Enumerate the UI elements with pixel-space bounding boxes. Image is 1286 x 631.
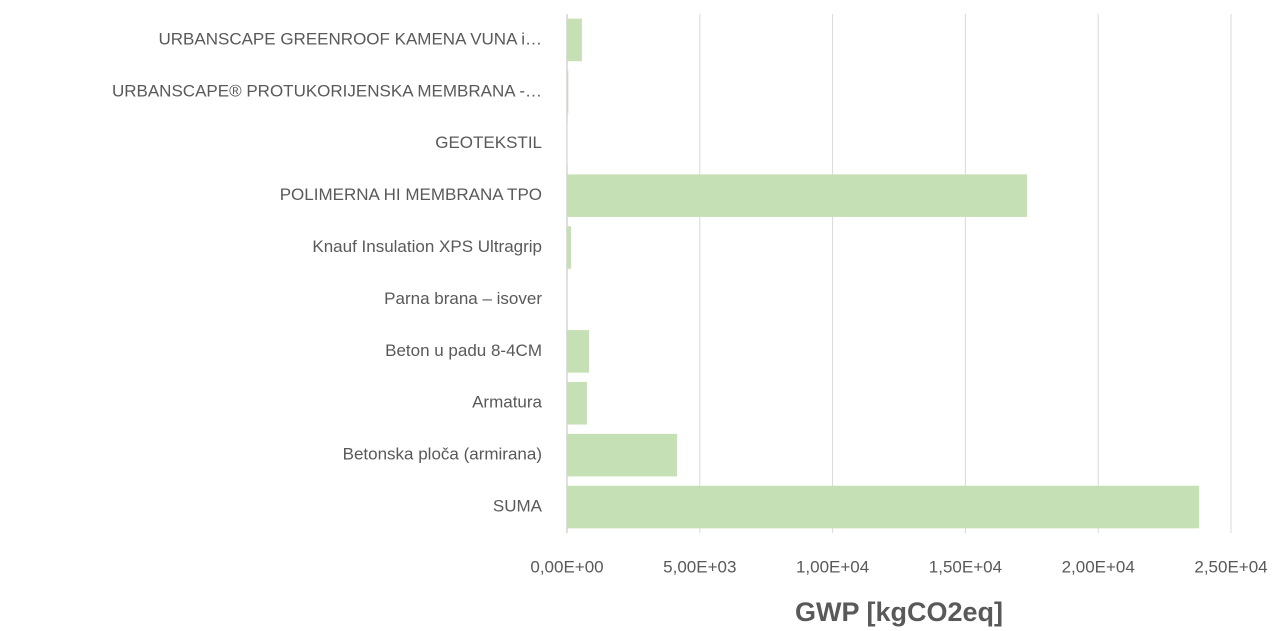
y-tick-label: Knauf Insulation XPS Ultragrip — [312, 237, 542, 256]
bar — [567, 18, 582, 62]
x-tick-label: 0,00E+00 — [530, 557, 603, 576]
bar — [567, 381, 587, 425]
x-tick-label: 1,00E+04 — [796, 557, 869, 576]
y-tick-label: GEOTEKSTIL — [435, 133, 542, 152]
y-tick-label: Betonska ploča (armirana) — [343, 445, 542, 464]
bar — [567, 433, 677, 477]
bar — [567, 70, 569, 114]
bar — [567, 122, 568, 166]
x-tick-label: 5,00E+03 — [663, 557, 736, 576]
y-tick-label: URBANSCAPE GREENROOF KAMENA VUNA i… — [158, 29, 542, 48]
bar — [567, 174, 1028, 217]
x-tick-label: 1,50E+04 — [929, 557, 1002, 576]
bar — [567, 330, 590, 373]
bar — [567, 226, 571, 269]
x-axis-title: GWP [kgCO2eq] — [795, 597, 1003, 627]
y-tick-label: SUMA — [493, 497, 543, 516]
y-tick-label: POLIMERNA HI MEMBRANA TPO — [280, 185, 542, 204]
y-tick-label: Beton u padu 8-4CM — [385, 341, 542, 360]
y-tick-label: Armatura — [472, 393, 542, 412]
x-tick-label: 2,00E+04 — [1062, 557, 1135, 576]
bar — [567, 485, 1200, 529]
x-tick-label: 2,50E+04 — [1194, 557, 1267, 576]
y-tick-label: URBANSCAPE® PROTUKORIJENSKA MEMBRANA -… — [112, 81, 542, 100]
y-tick-label: Parna brana – isover — [384, 289, 542, 308]
